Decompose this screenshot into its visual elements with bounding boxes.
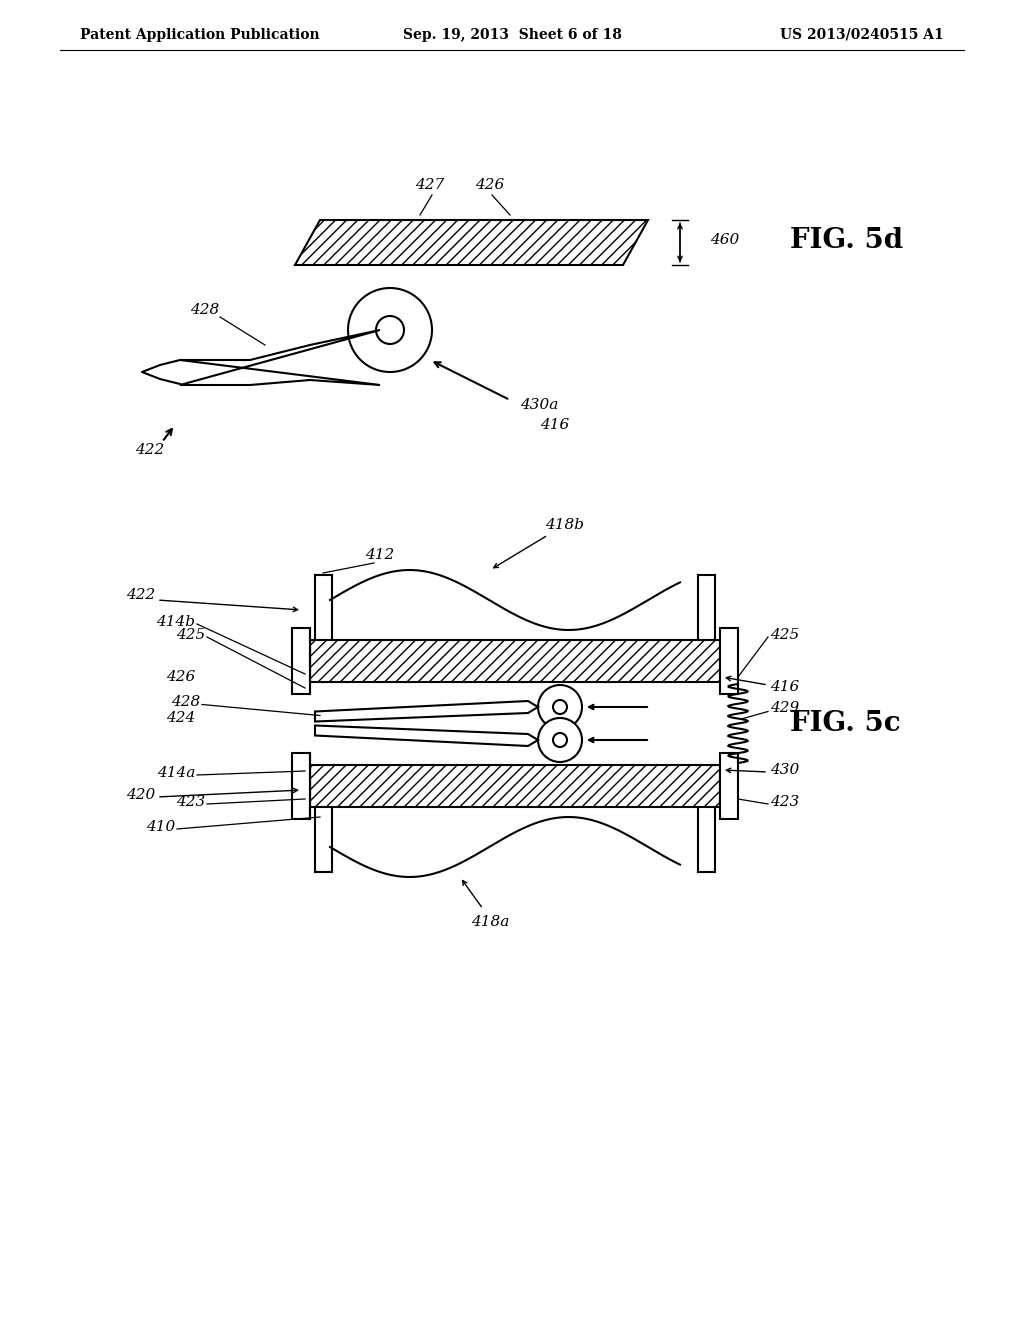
Circle shape	[553, 733, 567, 747]
Circle shape	[538, 685, 582, 729]
Text: 420: 420	[126, 788, 155, 803]
Text: 428: 428	[190, 304, 219, 317]
Text: 418a: 418a	[471, 915, 509, 929]
Polygon shape	[315, 726, 538, 746]
Circle shape	[553, 700, 567, 714]
Text: 425: 425	[770, 628, 800, 642]
Bar	[310, 640, 720, 682]
Text: 428: 428	[171, 694, 200, 709]
Text: 422: 422	[135, 444, 165, 457]
Text: 460: 460	[710, 234, 739, 247]
Text: 414a: 414a	[157, 766, 195, 780]
Text: 423: 423	[176, 795, 205, 809]
Text: 422: 422	[126, 587, 155, 602]
Bar	[310, 766, 720, 807]
Text: 424: 424	[166, 711, 195, 726]
Bar	[720, 752, 738, 818]
Text: 426: 426	[475, 178, 505, 191]
Text: 423: 423	[770, 795, 800, 809]
Text: 430a: 430a	[520, 399, 558, 412]
Text: 412: 412	[366, 548, 394, 562]
Polygon shape	[180, 330, 380, 385]
Polygon shape	[295, 220, 648, 265]
Circle shape	[538, 718, 582, 762]
Circle shape	[376, 315, 404, 345]
Text: FIG. 5d: FIG. 5d	[790, 227, 903, 253]
Text: Patent Application Publication: Patent Application Publication	[80, 28, 319, 42]
Text: Sep. 19, 2013  Sheet 6 of 18: Sep. 19, 2013 Sheet 6 of 18	[402, 28, 622, 42]
Text: 425: 425	[176, 628, 205, 642]
Text: 410: 410	[145, 820, 175, 834]
Text: 416: 416	[770, 680, 800, 694]
Text: 426: 426	[166, 671, 195, 684]
Text: 416: 416	[540, 418, 569, 432]
Text: 429: 429	[770, 701, 800, 715]
Text: 427: 427	[416, 178, 444, 191]
Bar	[292, 752, 310, 818]
Text: 430: 430	[770, 763, 800, 777]
Text: US 2013/0240515 A1: US 2013/0240515 A1	[780, 28, 944, 42]
Text: FIG. 5c: FIG. 5c	[790, 710, 901, 737]
Bar	[720, 628, 738, 694]
Bar	[292, 628, 310, 694]
Polygon shape	[315, 701, 538, 722]
Circle shape	[348, 288, 432, 372]
Text: 414b: 414b	[156, 615, 195, 630]
Text: 418b: 418b	[546, 517, 585, 532]
